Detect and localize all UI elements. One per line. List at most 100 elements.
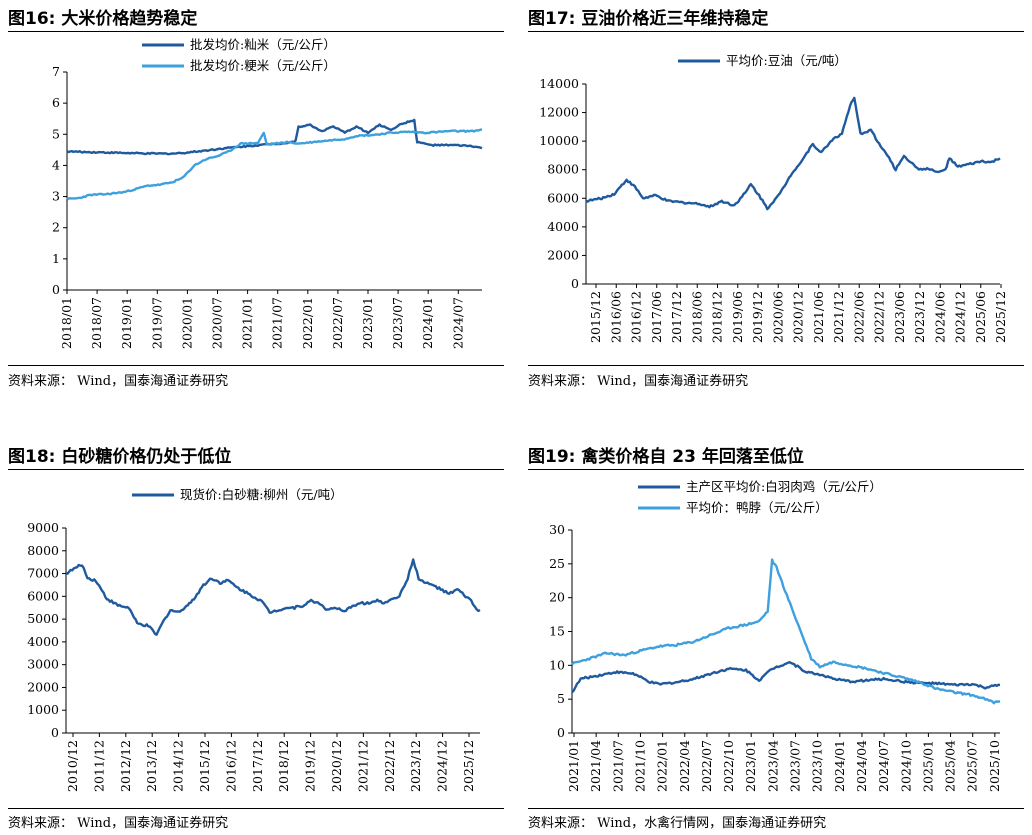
x-tick-label: 2023/07	[788, 740, 803, 792]
x-tick-label: 2023/12	[912, 291, 927, 343]
y-tick-label: 9000	[27, 520, 59, 535]
y-tick-label: 6	[52, 95, 60, 110]
figure-19-chart: 0 5 10 15 20 25 30 2021/01 2021/04 2021/07 2021/10…	[549, 479, 1002, 792]
x-tick-label: 2010/12	[65, 740, 80, 792]
y-tick-label: 1	[52, 251, 60, 266]
x-tick-label: 2015/12	[588, 291, 603, 343]
x-tick-label: 2020/01	[179, 297, 194, 349]
figure-17-bottom-rule	[528, 365, 1024, 366]
x-tick-label: 2022/07	[699, 740, 714, 792]
x-tick-label: 2020/12	[791, 291, 806, 343]
y-tick-label: 5	[52, 126, 60, 141]
series-line-2	[66, 128, 483, 201]
x-tick-label: 2018/12	[710, 291, 725, 343]
y-tick-label: 5	[557, 691, 565, 706]
figure-16-top-rule	[8, 31, 504, 32]
figure-19-bottom-rule	[528, 808, 1024, 809]
figure-18-source: 资料来源： Wind，国泰海通证券研究	[8, 816, 229, 831]
figure-17-source: 资料来源： Wind，国泰海通证券研究	[528, 374, 749, 389]
legend-label: 现货价:白砂糖:柳州（元/吨）	[180, 487, 343, 502]
x-tick-label: 2011/12	[91, 740, 106, 792]
y-tick-label: 0	[51, 725, 59, 740]
figure-18-chart: 0 1000 2000 3000 4000 5000 6000 7000 8000 9000 201…	[27, 487, 481, 792]
x-tick-label: 2021/12	[831, 291, 846, 343]
x-tick-label: 2022/10	[721, 740, 736, 792]
figure-18: 图18: 白砂糖价格仍处于低位 0 1000 2000 3000 4000 5000 600…	[8, 442, 508, 834]
x-tick-label: 2018/06	[689, 291, 704, 343]
y-tick-label: 8000	[27, 543, 59, 558]
series-line-1	[585, 96, 1001, 211]
y-tick-label: 6000	[547, 190, 579, 205]
legend-label: 批发均价:籼米（元/公斤）	[190, 37, 336, 52]
x-tick-label: 2016/06	[608, 291, 623, 343]
y-tick-label: 7000	[27, 566, 59, 581]
x-tick-label: 2019/07	[149, 297, 164, 349]
x-tick-label: 2024/12	[435, 740, 450, 792]
figure-16-title: 图16: 大米价格趋势稳定	[8, 9, 198, 29]
y-tick-label: 12000	[539, 105, 579, 120]
figure-18-top-rule	[8, 469, 504, 470]
y-tick-label: 3000	[27, 657, 59, 672]
x-tick-label: 2022/12	[872, 291, 887, 343]
x-tick-label: 2025/12	[993, 291, 1008, 343]
x-tick-label: 2018/07	[89, 297, 104, 349]
y-tick-label: 4000	[547, 219, 579, 234]
figure-19: 图19: 禽类价格自 23 年回落至低位 0 5 10 15 20 25 30 2021/01…	[528, 442, 1028, 834]
x-tick-label: 2022/06	[851, 291, 866, 343]
x-tick-label: 2017/12	[250, 740, 265, 792]
x-tick-label: 2024/07	[876, 740, 891, 792]
legend-label: 平均价:豆油（元/吨）	[726, 53, 847, 68]
x-tick-label: 2020/12	[329, 740, 344, 792]
y-tick-label: 2	[52, 220, 60, 235]
y-tick-label: 20	[549, 590, 565, 605]
figure-18-title: 图18: 白砂糖价格仍处于低位	[8, 447, 232, 467]
figure-16-bottom-rule	[8, 365, 504, 366]
y-tick-label: 1000	[27, 702, 59, 717]
x-tick-label: 2021/10	[632, 740, 647, 792]
y-tick-label: 15	[549, 624, 565, 639]
x-tick-label: 2023/06	[892, 291, 907, 343]
x-tick-label: 2017/06	[649, 291, 664, 343]
y-tick-label: 5000	[27, 611, 59, 626]
y-tick-label: 6000	[27, 588, 59, 603]
y-tick-label: 30	[549, 522, 565, 537]
x-tick-label: 2025/12	[461, 740, 476, 792]
x-tick-label: 2023/01	[743, 740, 758, 792]
x-tick-label: 2024/06	[932, 291, 947, 343]
x-tick-label: 2024/10	[898, 740, 913, 792]
figure-19-source: 资料来源： Wind，水禽行情网，国泰海通证券研究	[528, 816, 827, 831]
x-tick-label: 2021/07	[270, 297, 285, 349]
y-tick-label: 4000	[27, 634, 59, 649]
x-tick-label: 2024/04	[854, 740, 869, 792]
figure-19-title: 图19: 禽类价格自 23 年回落至低位	[528, 447, 804, 467]
figure-17: 图17: 豆油价格近三年维持稳定 0 2000 4000 6000 8000 10000 1…	[528, 4, 1028, 394]
x-tick-label: 2018/01	[59, 297, 74, 349]
figure-16: 图16: 大米价格趋势稳定 0 1 2 3 4 5 6 7 2018/01 2018/07 2019…	[8, 4, 508, 394]
x-tick-label: 2021/12	[355, 740, 370, 792]
x-tick-label: 2021/07	[610, 740, 625, 792]
x-tick-label: 2022/07	[330, 297, 345, 349]
figure-17-top-rule	[528, 31, 1024, 32]
x-tick-label: 2013/12	[144, 740, 159, 792]
x-tick-label: 2021/04	[588, 740, 603, 792]
x-tick-label: 2016/12	[223, 740, 238, 792]
figure-18-bottom-rule	[8, 808, 504, 809]
y-tick-label: 3	[52, 189, 60, 204]
x-tick-label: 2024/01	[420, 297, 435, 349]
x-tick-label: 2021/01	[240, 297, 255, 349]
x-tick-label: 2024/01	[832, 740, 847, 792]
legend-label: 主产区平均价:白羽肉鸡（元/公斤）	[686, 479, 882, 494]
x-tick-label: 2019/12	[303, 740, 318, 792]
x-tick-label: 2015/12	[197, 740, 212, 792]
x-tick-label: 2022/12	[382, 740, 397, 792]
x-tick-label: 2025/01	[920, 740, 935, 792]
y-tick-label: 0	[557, 725, 565, 740]
x-tick-label: 2021/01	[566, 740, 581, 792]
y-tick-label: 2000	[547, 247, 579, 262]
x-tick-label: 2021/06	[811, 291, 826, 343]
x-tick-label: 2023/12	[408, 740, 423, 792]
figure-17-chart: 0 2000 4000 6000 8000 10000 12000 14000 2015/12 2…	[539, 53, 1008, 343]
y-tick-label: 25	[549, 556, 565, 571]
x-tick-label: 2025/04	[943, 740, 958, 792]
figure-17-title: 图17: 豆油价格近三年维持稳定	[528, 9, 769, 29]
